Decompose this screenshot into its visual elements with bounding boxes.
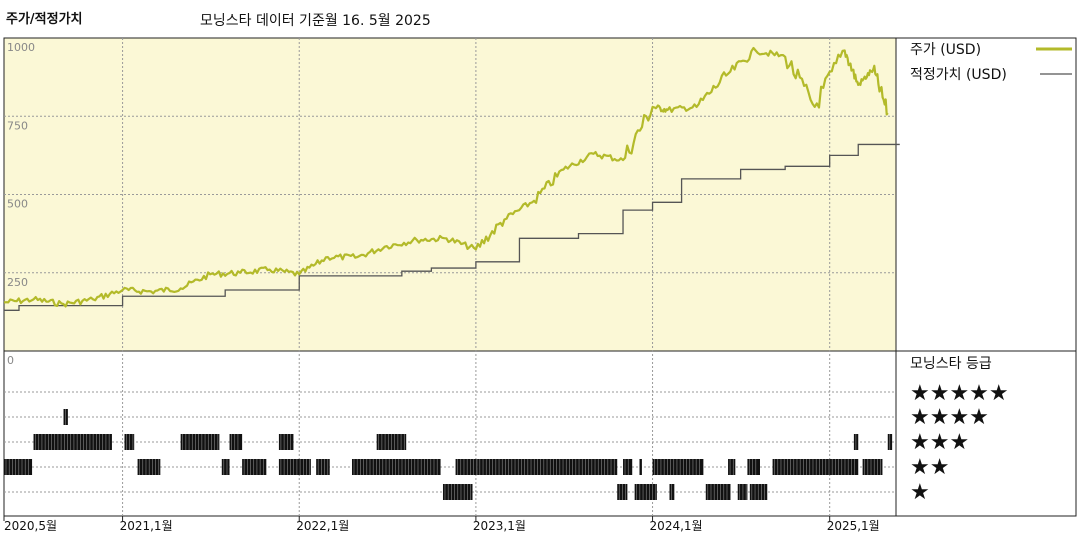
outer-frame [3,37,1077,517]
price-series [3,46,889,308]
rating-1-segment [737,484,748,500]
fair-value-series [4,143,900,311]
price-line [3,46,889,308]
rating-2-segment [652,459,704,475]
rating-3-segment [278,434,294,450]
legend-price-label: 주가 (USD) [910,42,981,58]
rating-2-segment [242,459,267,475]
rating-2-segment [278,459,311,475]
rating-1-star: ★ [910,480,930,505]
rating-3-segment [229,434,243,450]
rating-5-stars: ★★★★★ [910,381,1009,406]
legend-fair-label: 적정가치 (USD) [910,67,1007,83]
x-tick-label: 2021,1월 [120,519,173,533]
rating-2-segment [747,459,760,475]
rating-3-segment [33,434,112,450]
y-tick-labels: 1000 750 500 250 0 [7,41,35,367]
legend: 주가 (USD) 적정가치 (USD) 모닝스타 등급 ★★★★★ ★★★★ ★… [910,42,1072,505]
y-tick-label: 250 [7,276,28,289]
rating-1-segment [705,484,731,500]
rating-2-stars: ★★ [910,455,949,480]
rating-1-segment [669,484,675,500]
data-date-subtitle: 모닝스타 데이터 기준월 16. 5월 2025 [200,13,431,29]
chart-title: 주가/적정가치 [6,12,83,27]
rating-2-segment [351,459,441,475]
x-tick-label: 2025,1월 [827,519,880,533]
rating-2-segment [316,459,330,475]
y-tick-label: 750 [7,119,28,132]
rating-2-segment [639,459,642,475]
rating-2-segment [4,459,33,475]
y-tick-label: 500 [7,198,28,211]
x-tick-labels: 2020,5월 2021,1월 2022,1월 2023,1월 2024,1월 2025,… [3,516,880,533]
fair-value-line [4,143,900,311]
rating-legend-title: 모닝스타 등급 [910,356,992,372]
rating-2-segment [623,459,633,475]
x-tick-label: 2024,1월 [650,519,703,533]
y-tick-label: 1000 [7,41,35,54]
x-tick-label: 2022,1월 [296,519,349,533]
rating-2-segment [772,459,859,475]
x-tick-label: 2023,1월 [473,519,526,533]
rating-y-tick-label: 0 [7,354,14,367]
rating-1-segment [749,484,768,500]
rating-2-segment [455,459,478,475]
rating-history [4,409,893,500]
rating-2-segment [728,459,736,475]
rating-4-stars: ★★★★ [910,405,989,430]
rating-3-segment [180,434,220,450]
rating-3-stars: ★★★ [910,430,969,455]
x-tick-label: 2020,5월 [4,519,57,533]
rating-1-segment [634,484,657,500]
rating-3-segment [124,434,135,450]
rating-2-segment [221,459,230,475]
rating-2-segment [862,459,883,475]
